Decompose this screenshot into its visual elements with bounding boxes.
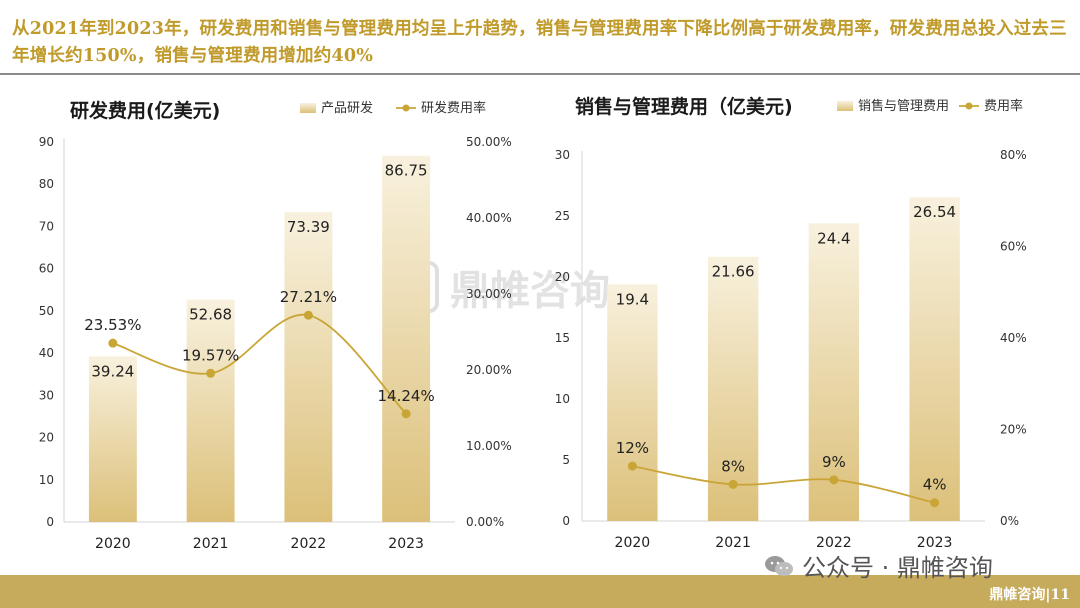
y-tick-label: 40 [39, 346, 54, 360]
y2-tick-label: 0% [1000, 514, 1019, 528]
y2-tick-label: 20.00% [466, 363, 512, 377]
rate-data-label: 23.53% [84, 316, 141, 334]
x-tick-label: 2022 [291, 536, 327, 552]
x-tick-label: 2020 [615, 535, 651, 551]
bar [707, 256, 759, 521]
y-tick-label: 10 [555, 392, 570, 406]
y-tick-label: 90 [39, 135, 54, 149]
legend-line-marker [402, 104, 410, 112]
headline: 从2021年到2023年，研发费用和销售与管理费用均呈上升趋势，销售与管理费用率… [12, 19, 1067, 66]
bar [909, 197, 960, 521]
bar [88, 356, 137, 522]
wechat-icon [765, 555, 793, 576]
y2-tick-label: 0.00% [466, 515, 504, 529]
legend-line-label: 费用率 [984, 98, 1023, 114]
rate-data-label: 14.24% [378, 387, 435, 405]
rd-expense-chart: 研发费用(亿美元) 产品研发 研发费用率 0 10 20 30 40 50 60 70 80 90 0.0… [39, 99, 512, 552]
y-tick-label: 20 [39, 431, 54, 445]
x-tick-label: 2023 [917, 535, 953, 551]
x-tick-label: 2021 [715, 535, 751, 551]
bar [284, 212, 333, 522]
rate-point [728, 479, 738, 489]
bar [607, 284, 658, 521]
header-divider [0, 73, 1080, 75]
watermark-text: 鼎帷咨询 [450, 268, 610, 314]
legend-bar-label: 产品研发 [321, 100, 373, 116]
legend-bar-swatch [837, 101, 853, 111]
bar [186, 299, 235, 522]
x-tick-label: 2020 [95, 536, 131, 552]
y-tick-label: 30 [39, 388, 54, 402]
y-tick-label: 0 [46, 515, 54, 529]
bar [382, 155, 431, 522]
legend-bar-label: 销售与管理费用 [858, 98, 949, 114]
wechat-source: 公众号 · 鼎帷咨询 [764, 548, 993, 583]
page-number: 鼎帷咨询|11 [989, 587, 1070, 603]
rate-data-label: 27.21% [280, 288, 337, 306]
rate-data-label: 8% [721, 457, 745, 475]
legend-line-marker [965, 102, 973, 110]
footer-band [0, 575, 1080, 608]
rate-data-label: 19.57% [182, 346, 239, 364]
y2-tick-label: 10.00% [466, 439, 512, 453]
bar [808, 223, 860, 521]
y2-tick-label: 40.00% [466, 211, 512, 225]
rate-line [632, 465, 935, 504]
chart-title: 销售与管理费用（亿美元) [575, 95, 793, 118]
y-tick-label: 10 [39, 473, 54, 487]
rate-point [930, 498, 940, 508]
rate-point [303, 310, 313, 320]
y-tick-label: 20 [555, 270, 570, 284]
y2-tick-label: 60% [1000, 240, 1027, 254]
bar-data-label: 21.66 [712, 263, 755, 281]
legend-bar-swatch [300, 103, 316, 113]
y-tick-label: 30 [555, 148, 570, 162]
chart-title: 研发费用(亿美元) [70, 99, 220, 122]
rate-point [401, 409, 411, 419]
rate-data-label: 12% [616, 439, 649, 457]
source-text: 公众号 · 鼎帷咨询 [802, 554, 993, 582]
y2-tick-label: 30.00% [466, 287, 512, 301]
y2-tick-label: 50.00% [466, 135, 512, 149]
bar-data-label: 24.4 [817, 229, 850, 247]
rate-point [108, 338, 118, 348]
bar-data-label: 26.54 [913, 203, 956, 221]
bar-data-label: 73.39 [287, 218, 330, 236]
rate-point [829, 475, 839, 485]
rate-point [627, 461, 637, 471]
rate-point [206, 368, 216, 378]
bar-data-label: 52.68 [189, 306, 232, 324]
y-tick-label: 50 [39, 304, 54, 318]
bar-data-label: 19.4 [616, 290, 649, 308]
y2-tick-label: 20% [1000, 423, 1027, 437]
sga-expense-chart: 销售与管理费用（亿美元) 销售与管理费用 费用率 0 5 10 15 20 25 30 0% 20% 4… [555, 95, 1027, 551]
y-tick-label: 0 [562, 514, 570, 528]
y-tick-label: 80 [39, 177, 54, 191]
legend-line-label: 研发费用率 [421, 100, 486, 116]
x-tick-label: 2022 [816, 535, 852, 551]
x-tick-label: 2021 [193, 536, 229, 552]
y2-tick-label: 40% [1000, 331, 1027, 345]
rate-data-label: 9% [822, 453, 846, 471]
y2-tick-label: 80% [1000, 148, 1027, 162]
bar-data-label: 86.75 [385, 162, 428, 180]
x-tick-label: 2023 [388, 536, 424, 552]
y-tick-label: 15 [555, 331, 570, 345]
y-tick-label: 5 [562, 453, 570, 467]
y-tick-label: 60 [39, 262, 54, 276]
bar-data-label: 39.24 [91, 362, 134, 380]
y-tick-label: 25 [555, 209, 570, 223]
rate-line [112, 313, 407, 415]
y-tick-label: 70 [39, 219, 54, 233]
rate-data-label: 4% [923, 476, 947, 494]
